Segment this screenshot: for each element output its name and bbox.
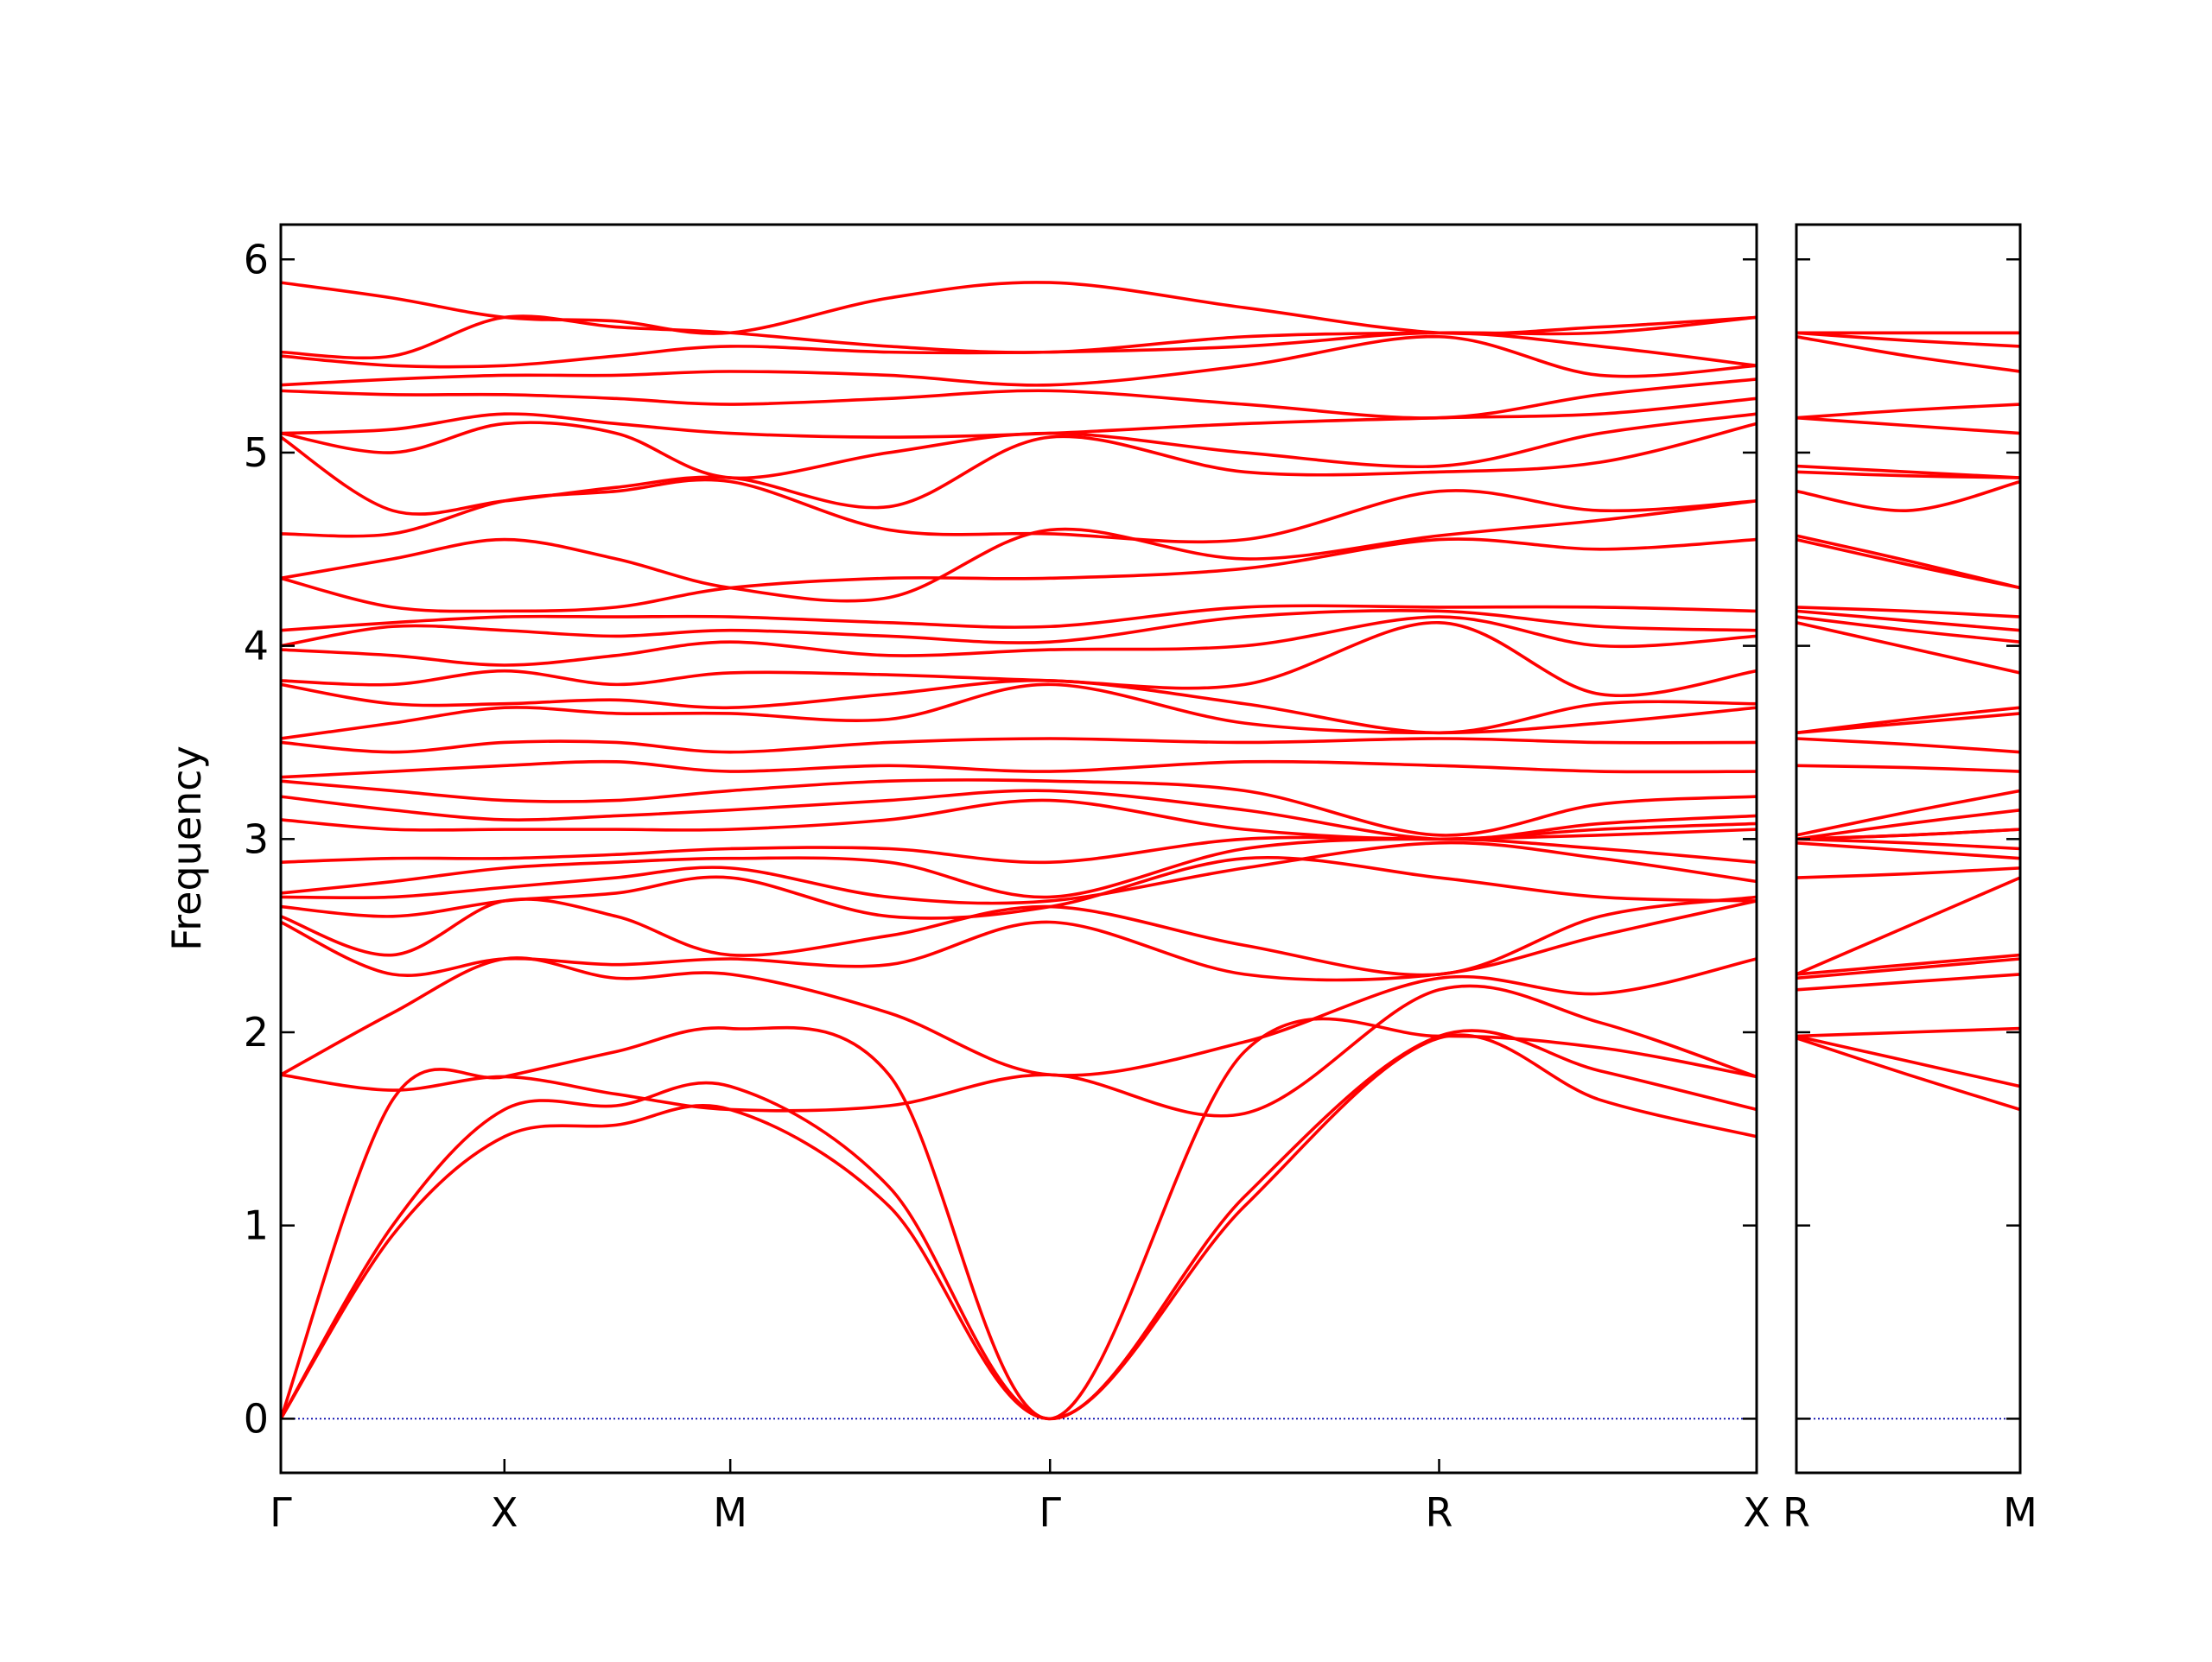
plot-content — [281, 281, 1757, 1421]
band-line — [281, 377, 1757, 420]
band-line — [281, 620, 1757, 698]
band-line — [1796, 789, 2020, 837]
band-line — [1796, 1026, 2020, 1038]
y-tick-label: 3 — [244, 815, 269, 862]
band-line — [281, 334, 1757, 387]
band-line — [1796, 479, 2020, 512]
axes-frame — [1795, 223, 2022, 1475]
band-line — [1796, 957, 2020, 980]
band-line — [1796, 606, 2020, 618]
band-line — [281, 1033, 1757, 1421]
band-line — [281, 678, 1757, 735]
x-tick-label: Γ — [270, 1489, 292, 1536]
y-tick-label: 5 — [244, 429, 269, 476]
band-line — [1796, 841, 2020, 860]
band-line — [281, 1017, 1757, 1421]
band-line — [281, 789, 1757, 841]
band-line — [281, 759, 1757, 779]
band-line — [1796, 621, 2020, 675]
y-tick-label: 1 — [244, 1202, 269, 1249]
band-line — [1796, 403, 2020, 420]
x-tick-label: M — [2003, 1489, 2037, 1536]
x-tick-label: X — [491, 1489, 518, 1536]
band-line — [281, 778, 1757, 837]
band-line — [281, 608, 1757, 648]
x-tick-label: M — [713, 1489, 747, 1536]
band-line — [281, 956, 1757, 1077]
band-line — [1796, 1034, 2020, 1088]
x-tick-label: R — [1426, 1489, 1453, 1536]
y-axis-label: Frequency — [163, 745, 210, 951]
y-tick-label: 2 — [244, 1009, 269, 1056]
axes-frame — [279, 223, 1758, 1475]
band-line — [281, 396, 1757, 439]
band-line — [281, 899, 1757, 982]
band-line — [281, 837, 1757, 899]
band-line — [281, 841, 1757, 905]
band-line — [281, 412, 1757, 480]
band-line — [1796, 331, 2020, 348]
plot-content — [1796, 331, 2020, 1420]
band-line — [1796, 764, 2020, 773]
band-line — [1796, 837, 2020, 851]
band-line — [1796, 334, 2020, 373]
band-line — [1796, 1036, 2020, 1112]
y-tick-label: 6 — [244, 236, 269, 282]
band-line — [1796, 737, 2020, 754]
band-line — [281, 737, 1757, 754]
band-line — [281, 478, 1757, 544]
y-tick-label: 0 — [244, 1395, 269, 1442]
band-line — [281, 1029, 1757, 1421]
band-line — [1796, 808, 2020, 841]
band-line — [281, 984, 1757, 1118]
band-line — [1796, 866, 2020, 879]
band-line — [281, 895, 1757, 977]
x-tick-label: X — [1743, 1489, 1770, 1536]
band-line — [1796, 876, 2020, 976]
band-line — [1796, 609, 2020, 632]
band-line — [281, 615, 1757, 667]
band-line — [1796, 828, 2020, 841]
band-line — [1796, 953, 2020, 976]
band-line — [1796, 534, 2020, 590]
band-line — [281, 331, 1757, 369]
x-tick-label: Γ — [1039, 1489, 1061, 1536]
band-line — [281, 682, 1757, 740]
band-line — [1796, 464, 2020, 479]
band-line — [281, 855, 1757, 920]
band-line — [281, 281, 1757, 336]
band-line — [1796, 416, 2020, 435]
band-line — [1796, 973, 2020, 992]
band-line — [1796, 615, 2020, 644]
band-line — [281, 422, 1757, 516]
band-line — [281, 499, 1757, 603]
plot-area: 0 1 2 3 4 5 6 Γ X M Γ R X — [244, 223, 1770, 1536]
x-tick-label: R — [1783, 1489, 1810, 1536]
band-line — [1796, 706, 2020, 735]
band-line — [281, 314, 1757, 360]
band-line — [281, 604, 1757, 632]
band-line — [281, 537, 1757, 613]
y-tick-label: 4 — [244, 623, 269, 669]
